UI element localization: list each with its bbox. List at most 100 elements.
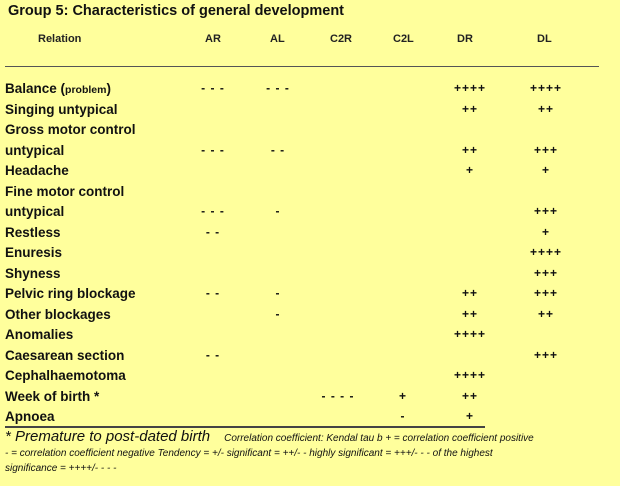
row-label-text: Cephalhaemotoma: [5, 368, 126, 383]
cell-ar: - -: [205, 347, 221, 362]
row-label-text: Apnoea: [5, 409, 55, 424]
cell-c2l: -: [400, 409, 406, 423]
column-header-c2r: C2R: [330, 33, 353, 45]
footnote-correlation: Correlation coefficient: Kendal tau b + …: [224, 433, 534, 444]
table-row: untypical - - -- - ++ +++: [0, 143, 620, 163]
table-row: Week of birth * - - - - + ++: [0, 389, 620, 409]
cell-dl: +++: [533, 347, 559, 362]
table-bottom-rule: [5, 426, 485, 428]
table-row: Pelvic ring blockage - - - ++ +++: [0, 286, 620, 306]
row-label: Restless: [5, 225, 61, 240]
table-row: Anomalies ++++: [0, 327, 620, 347]
row-label: untypical: [5, 204, 64, 219]
row-label: Other blockages: [5, 307, 111, 322]
cell-dr: ++: [461, 101, 478, 116]
cell-dl: +++: [533, 142, 559, 157]
table-row: Apnoea - +: [0, 409, 620, 429]
row-label-text: Gross motor control: [5, 122, 136, 137]
cell-dl: +++: [533, 286, 559, 300]
cell-ar: - - -: [201, 142, 225, 157]
row-label-text: Week of birth *: [5, 388, 100, 404]
row-label: Gross motor control: [5, 122, 136, 137]
row-label-text: Singing untypical: [5, 101, 118, 117]
cell-dr: ++++: [453, 368, 487, 382]
table-row: Singing untypical ++ ++: [0, 102, 620, 122]
row-label-text: Restless: [5, 224, 61, 240]
cell-ar: - - -: [201, 81, 225, 95]
cell-dr: ++: [461, 142, 478, 157]
table-row: Restless - - +: [0, 225, 620, 245]
row-label: Balance (problem): [5, 81, 111, 96]
cell-dr: +: [465, 409, 474, 423]
cell-al: - -: [270, 142, 286, 157]
cell-al: - - -: [266, 81, 290, 95]
row-label-text: Anomalies: [5, 327, 74, 342]
column-header-al: AL: [270, 33, 285, 45]
row-label-text: untypical: [5, 204, 65, 219]
table-row: untypical - - - - +++: [0, 204, 620, 224]
cell-dl: ++++: [529, 245, 563, 259]
cell-dr: ++: [461, 286, 478, 300]
cell-dl: ++: [537, 306, 554, 321]
cell-dl: ++: [537, 101, 554, 116]
cell-dl: +++: [533, 265, 559, 280]
cell-dr: ++++: [453, 327, 487, 341]
row-label-qualifier: problem: [65, 84, 107, 96]
row-label-text: Pelvic ring blockage: [5, 286, 136, 301]
table-title: Group 5: Characteristics of general deve…: [8, 3, 345, 19]
cell-ar: - -: [205, 224, 221, 239]
column-header-ar: AR: [205, 33, 221, 45]
table-row: Balance (problem) - - - - - - ++++ ++++: [0, 81, 620, 101]
row-label-text: Enuresis: [5, 245, 63, 260]
footnote-line-3: significance = ++++/- - - -: [5, 463, 117, 474]
column-header-dl: DL: [537, 33, 552, 45]
cell-dl: +: [541, 163, 550, 177]
footnote-asterisk: * Premature to post-dated birth: [5, 428, 211, 445]
cell-ar: - -: [205, 286, 221, 300]
row-label: Fine motor control: [5, 184, 124, 199]
table-row: Fine motor control: [0, 184, 620, 204]
row-label: Caesarean section: [5, 348, 124, 363]
table-row: Other blockages - ++ ++: [0, 307, 620, 327]
row-label-text: Shyness: [5, 265, 61, 281]
row-label-text: Other blockages: [5, 306, 111, 322]
footnote-line-2: - = correlation coefficient negative Ten…: [5, 448, 493, 459]
row-label: Headache: [5, 163, 69, 178]
row-label: Enuresis: [5, 245, 62, 260]
table-row: Shyness +++: [0, 266, 620, 286]
cell-dl: +: [541, 224, 550, 239]
row-label: Anomalies: [5, 327, 73, 342]
cell-al: -: [275, 306, 281, 321]
cell-dl: +++: [533, 204, 559, 218]
row-label: Pelvic ring blockage: [5, 286, 136, 301]
row-label: Week of birth *: [5, 389, 99, 404]
row-label-text: Fine motor control: [5, 183, 125, 199]
table-row: Headache + +: [0, 163, 620, 183]
column-header-c2l: C2L: [393, 33, 414, 45]
table-row: Enuresis ++++: [0, 245, 620, 265]
cell-c2r: - - - -: [321, 388, 355, 403]
row-label: Shyness: [5, 266, 61, 281]
cell-al: -: [275, 204, 281, 218]
cell-dr: ++++: [453, 81, 487, 95]
row-label: untypical: [5, 143, 64, 158]
table-row: Cephalhaemotoma ++++: [0, 368, 620, 388]
row-label: Cephalhaemotoma: [5, 368, 126, 383]
cell-dr: ++: [461, 306, 478, 321]
row-label-text: Headache: [5, 163, 69, 178]
row-label: Apnoea: [5, 409, 55, 424]
column-header-relation: Relation: [38, 33, 82, 45]
cell-dr: ++: [461, 388, 478, 403]
header-divider: [5, 66, 599, 67]
row-label-text: Caesarean section: [5, 347, 125, 363]
footnote-line-1: * Premature to post-dated birth Correlati…: [5, 428, 534, 445]
cell-dr: +: [465, 163, 474, 177]
column-header-dr: DR: [457, 33, 473, 45]
cell-ar: - - -: [201, 204, 225, 218]
row-label: Singing untypical: [5, 102, 118, 117]
table-row: Gross motor control: [0, 122, 620, 142]
cell-dl: ++++: [529, 81, 563, 95]
row-label-text: Balance: [5, 81, 57, 96]
table-row: Caesarean section - - +++: [0, 348, 620, 368]
cell-al: -: [275, 286, 281, 300]
